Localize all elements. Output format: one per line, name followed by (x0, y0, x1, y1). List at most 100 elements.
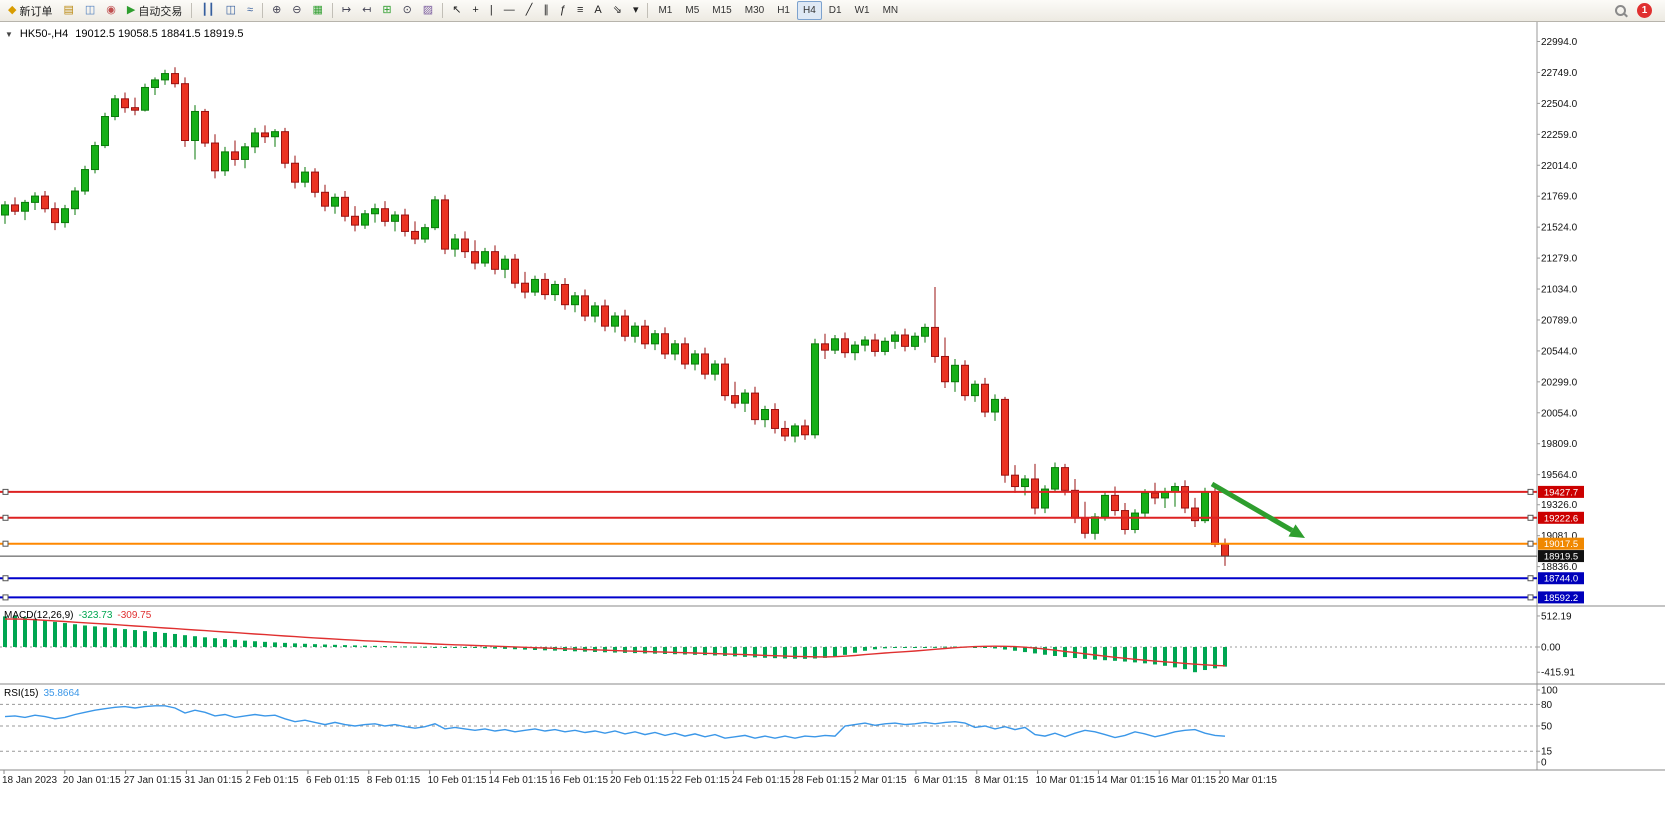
support-line-blue-1[interactable]: 18744.0 (0, 572, 1584, 585)
channel-button[interactable]: ∥ (538, 1, 554, 20)
macd-indicator-name: MACD(12,26,9) (4, 610, 74, 621)
svg-text:18744.0: 18744.0 (1544, 574, 1578, 585)
time-axis[interactable]: 18 Jan 2023 20 Jan 01:15 27 Jan 01:15 31 Ja… (0, 769, 1665, 786)
svg-text:22504.0: 22504.0 (1541, 99, 1578, 110)
svg-text:24 Feb 01:15: 24 Feb 01:15 (732, 775, 791, 786)
profiles-button[interactable]: ◫ (80, 1, 100, 20)
svg-text:2 Feb 01:15: 2 Feb 01:15 (245, 775, 299, 786)
svg-text:10 Mar 01:15: 10 Mar 01:15 (1036, 775, 1095, 786)
timeframe-h4[interactable]: H4 (796, 1, 822, 20)
crosshair-button[interactable]: + (467, 1, 483, 20)
timeframe-w1[interactable]: W1 (849, 1, 876, 20)
toolbar-separator (262, 3, 264, 18)
search-icon[interactable] (1614, 4, 1628, 18)
timeframe-h4-label: H4 (802, 5, 816, 16)
svg-text:15: 15 (1541, 747, 1553, 758)
indicators-button[interactable]: ⊞ (377, 1, 396, 20)
svg-text:0.00: 0.00 (1541, 643, 1561, 654)
svg-text:-415.91: -415.91 (1541, 668, 1575, 679)
cycle-lines-icon: ≡ (576, 4, 584, 16)
templates-button[interactable]: ▨ (418, 1, 438, 20)
svg-text:20299.0: 20299.0 (1541, 377, 1578, 388)
svg-text:20054.0: 20054.0 (1541, 408, 1578, 419)
svg-text:100: 100 (1541, 686, 1558, 697)
current-price-line[interactable]: 18919.5 (0, 550, 1584, 563)
svg-text:6 Feb 01:15: 6 Feb 01:15 (306, 775, 360, 786)
alerts-button[interactable]: ◉ (101, 1, 121, 20)
timeframe-m30[interactable]: M30 (739, 1, 770, 20)
timeframe-mn[interactable]: MN (877, 1, 905, 20)
svg-text:8 Mar 01:15: 8 Mar 01:15 (975, 775, 1029, 786)
support-line-orange[interactable]: 19017.5 (0, 537, 1584, 551)
new-order-button[interactable]: ◆ 新订单 (3, 1, 57, 20)
timeframe-m5[interactable]: M5 (679, 1, 705, 20)
line-chart-button[interactable]: ≈ (242, 1, 258, 20)
svg-text:18919.5: 18919.5 (1544, 552, 1578, 563)
horizontal-line-icon: — (503, 4, 515, 16)
one-click-trading-arrow[interactable]: ▼ (5, 29, 13, 39)
auto-trading-icon: ▶ (126, 4, 136, 16)
bar-chart-icon: ┃┃ (201, 4, 215, 16)
vertical-line-button[interactable]: | (485, 1, 498, 20)
trend-arrow-object[interactable] (1210, 481, 1305, 538)
support-line-blue-2[interactable]: 18592.2 (0, 591, 1584, 604)
text-icon: A (594, 4, 602, 16)
timeframe-m15[interactable]: M15 (706, 1, 737, 20)
fibonacci-icon: ƒ (559, 4, 566, 16)
svg-text:20544.0: 20544.0 (1541, 346, 1578, 357)
svg-text:16 Mar 01:15: 16 Mar 01:15 (1157, 775, 1216, 786)
macd-label: MACD(12,26,9) -323.73 -309.75 (4, 610, 151, 621)
svg-text:20 Feb 01:15: 20 Feb 01:15 (610, 775, 669, 786)
more-tools-button[interactable]: ▾ (628, 1, 644, 20)
cursor-icon: ↖ (452, 4, 462, 16)
svg-text:20 Jan 01:15: 20 Jan 01:15 (63, 775, 121, 786)
toolbar-right: 1 (1614, 3, 1662, 18)
svg-text:19809.0: 19809.0 (1541, 439, 1578, 450)
notification-badge[interactable]: 1 (1637, 3, 1652, 18)
chevron-down-icon: ▾ (632, 4, 639, 16)
macd-main-value: -323.73 (78, 610, 113, 621)
svg-text:21279.0: 21279.0 (1541, 254, 1578, 265)
charts-button[interactable]: ▤ (58, 1, 78, 20)
svg-text:31 Jan 01:15: 31 Jan 01:15 (184, 775, 242, 786)
timeframe-m1[interactable]: M1 (652, 1, 678, 20)
svg-text:18836.0: 18836.0 (1541, 562, 1578, 573)
svg-text:2 Mar 01:15: 2 Mar 01:15 (853, 775, 907, 786)
timeframe-mn-label: MN (882, 5, 899, 16)
svg-text:80: 80 (1541, 700, 1553, 711)
tile-windows-button[interactable]: ▦ (308, 1, 328, 20)
bar-chart-button[interactable]: ┃┃ (196, 1, 219, 20)
auto-scroll-button[interactable]: ↦ (337, 1, 356, 20)
svg-text:50: 50 (1541, 722, 1553, 733)
timeframe-h1[interactable]: H1 (771, 1, 796, 20)
fibonacci-button[interactable]: ƒ (555, 1, 571, 20)
text-button[interactable]: A (589, 1, 606, 20)
timeframe-d1[interactable]: D1 (823, 1, 848, 20)
clock-icon: ⊙ (402, 4, 412, 16)
svg-text:19326.0: 19326.0 (1541, 500, 1578, 511)
resistance-line-2[interactable]: 19222.6 (0, 511, 1584, 525)
arrows-button[interactable]: ⇘ (608, 1, 627, 20)
svg-text:19017.5: 19017.5 (1544, 539, 1578, 550)
zoom-in-button[interactable]: ⊕ (267, 1, 286, 20)
candlestick-button[interactable]: ◫ (221, 1, 241, 20)
chart-svg[interactable]: 22994.0 22749.0 22504.0 22259.0 22014.0 21769… (0, 22, 1665, 840)
periods-button[interactable]: ⊙ (398, 1, 417, 20)
chart-shift-button[interactable]: ↤ (357, 1, 376, 20)
trendline-button[interactable]: ╱ (521, 1, 538, 20)
toolbar-separator (442, 3, 444, 18)
horizontal-line-button[interactable]: — (499, 1, 520, 20)
zoom-out-button[interactable]: ⊖ (287, 1, 306, 20)
timeframe-m15-label: M15 (712, 5, 732, 16)
cursor-button[interactable]: ↖ (447, 1, 466, 20)
svg-text:14 Feb 01:15: 14 Feb 01:15 (488, 775, 547, 786)
price-axis[interactable]: 22994.0 22749.0 22504.0 22259.0 22014.0 21769… (1536, 22, 1578, 770)
resistance-line-1[interactable]: 19427.7 (0, 485, 1584, 499)
toolbar-separator (647, 3, 649, 18)
cycle-lines-button[interactable]: ≡ (572, 1, 588, 20)
timeframe-h1-label: H1 (777, 5, 790, 16)
auto-trading-button[interactable]: ▶ 自动交易 (122, 1, 187, 20)
rsi-label: RSI(15) 35.8664 (4, 688, 80, 699)
chart-area[interactable]: 22994.0 22749.0 22504.0 22259.0 22014.0 21769… (0, 22, 1665, 840)
svg-text:512.19: 512.19 (1541, 611, 1572, 622)
